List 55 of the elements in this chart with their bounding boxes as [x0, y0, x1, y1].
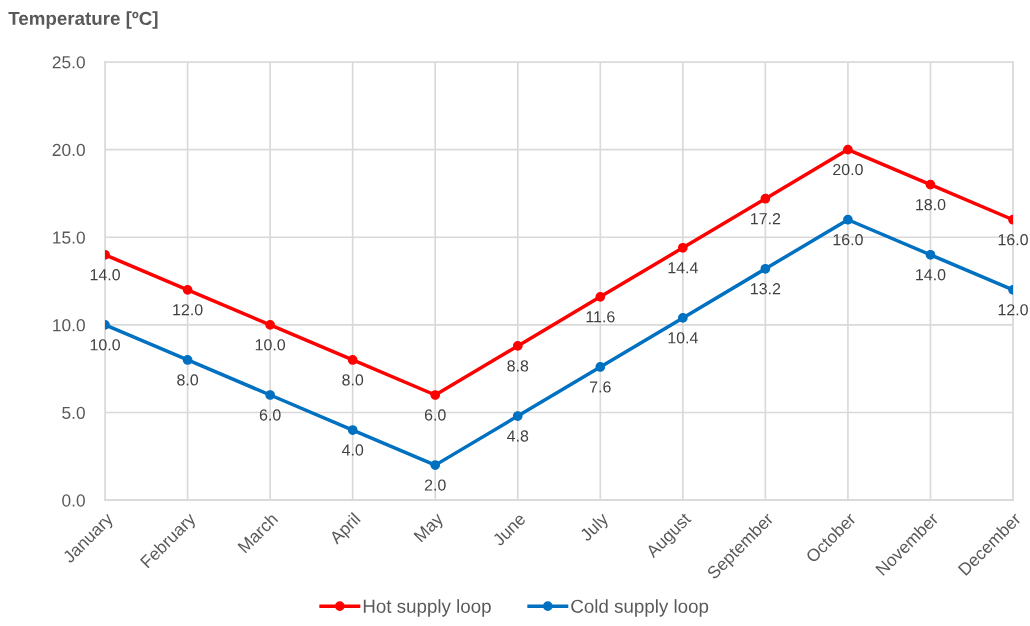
point [512, 341, 523, 351]
data-label: 12.0 [173, 304, 203, 316]
point [595, 362, 606, 372]
data-label: 7.6 [590, 381, 611, 393]
data-label: 14.0 [90, 269, 120, 281]
point [843, 214, 853, 225]
data-label: 10.4 [668, 332, 698, 344]
legend-label: Hot supply loop [363, 599, 491, 617]
point [347, 355, 358, 365]
data-label: 6.0 [424, 409, 446, 421]
point [760, 263, 771, 274]
point [430, 460, 441, 470]
y-axis-title: Temperature [ºC] [8, 11, 158, 29]
y-tick-label: 0.0 [62, 494, 85, 507]
point [182, 355, 193, 365]
data-label: 14.0 [916, 269, 946, 281]
point [925, 179, 936, 190]
point [760, 193, 771, 204]
data-label: 17.2 [751, 213, 781, 225]
point [265, 320, 276, 330]
data-label: 16.0 [833, 234, 863, 246]
data-label: 13.2 [751, 283, 781, 295]
point [347, 425, 358, 435]
data-label: 16.0 [998, 234, 1028, 246]
data-label: 8.0 [342, 374, 364, 386]
point [595, 291, 606, 302]
data-label: 14.4 [668, 262, 698, 274]
point [843, 144, 853, 155]
data-label: 11.6 [586, 311, 615, 323]
y-tick-label: 20.0 [52, 143, 85, 157]
y-tick-label: 5.0 [62, 406, 85, 419]
data-label: 2.0 [424, 479, 446, 491]
y-tick-label: 25.0 [52, 56, 85, 69]
legend-label: Cold supply loop [571, 599, 709, 617]
y-tick-label: 10.0 [53, 319, 85, 332]
data-label: 12.0 [998, 304, 1028, 316]
point [677, 242, 688, 253]
y-tick-label: 15.0 [53, 231, 85, 244]
data-label: 8.0 [177, 374, 199, 386]
point [265, 390, 276, 400]
point [182, 284, 193, 295]
point [512, 411, 523, 421]
point [677, 313, 688, 323]
point [925, 249, 936, 260]
data-label: 18.0 [916, 198, 946, 211]
data-label: 20.0 [833, 163, 863, 176]
data-label: 10.0 [90, 339, 120, 351]
data-label: 4.0 [341, 444, 364, 456]
data-label: 4.8 [507, 430, 529, 442]
x-tick-label: May [413, 511, 447, 545]
data-label: 8.8 [507, 360, 529, 372]
point [430, 390, 441, 400]
x-tick-label: July [578, 511, 612, 545]
data-label: 10.0 [255, 339, 286, 351]
data-label: 6.0 [259, 409, 281, 421]
